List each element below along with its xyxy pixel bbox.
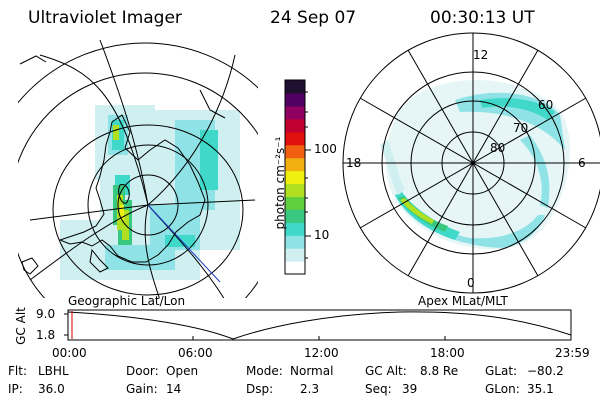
colorbar-segment — [285, 80, 305, 94]
mlat-label-70: 70 — [513, 121, 529, 135]
glon-label: GLon: — [485, 382, 520, 396]
strip-xtick-4: 23:59 — [555, 346, 590, 360]
instrument-title: Ultraviolet Imager — [28, 8, 182, 28]
mlat-label-60: 60 — [538, 98, 554, 112]
seq-value: 39 — [402, 382, 418, 396]
colorbar-segment — [285, 235, 305, 249]
colorbar-segment — [285, 105, 305, 120]
colorbar-label: photon cm⁻²s⁻¹ — [273, 136, 287, 230]
colorbar-segment — [285, 222, 305, 236]
colorbar-segment — [285, 118, 305, 133]
strip-ylabel: GC Alt — [13, 307, 28, 345]
strip-xtick-2: 12:00 — [304, 346, 339, 360]
altitude-strip-chart — [64, 309, 572, 341]
colorbar-segment — [285, 170, 305, 185]
gain-value: 14 — [166, 382, 182, 396]
seq-label: Seq: — [365, 382, 392, 396]
gcalt-label: GC Alt: — [365, 364, 407, 378]
time-label: 00:30:13 UT — [430, 8, 535, 28]
ip-label: IP: — [8, 382, 23, 396]
geographic-map — [18, 40, 258, 298]
colorbar-segment — [285, 209, 305, 223]
mode-label: Mode: — [246, 364, 283, 378]
strip-ticks — [64, 313, 446, 340]
colorbar-segment — [285, 157, 305, 172]
terminator-line — [147, 204, 221, 283]
colorbar-segment — [285, 183, 305, 197]
dsp-value: 2.3 — [300, 382, 320, 396]
colorbar-segment — [285, 248, 305, 262]
strip-xtick-3: 18:00 — [430, 346, 465, 360]
colorbar-tick-100: 100 — [314, 142, 337, 156]
door-value: Open — [166, 364, 199, 378]
colorbar — [284, 79, 311, 275]
door-label: Door: — [126, 364, 159, 378]
antarctica-coastline — [58, 114, 206, 263]
right-aurora-image — [380, 80, 571, 250]
right-panel-caption: Apex MLat/MLT — [418, 294, 508, 308]
colorbar-tick-10: 10 — [314, 228, 330, 242]
glat-label: GLat: — [485, 364, 518, 378]
left-panel-caption: Geographic Lat/Lon — [68, 294, 186, 308]
mlt-label-0: 0 — [467, 276, 475, 290]
strip-xtick-1: 06:00 — [178, 346, 213, 360]
strip-ytick-low: 1.8 — [36, 328, 56, 342]
colorbar-segment — [285, 196, 305, 210]
colorbar-segment — [285, 144, 305, 159]
glat-value: −80.2 — [527, 364, 564, 378]
colorbar-segment — [285, 131, 305, 146]
left-aurora-image — [60, 105, 240, 280]
colorbar-gradient — [285, 80, 305, 275]
colorbar-ticks — [305, 91, 311, 259]
mlat-label-80: 80 — [490, 141, 506, 155]
colorbar-segment — [285, 261, 305, 275]
flt-value: LBHL — [38, 364, 69, 378]
gcalt-value: 8.8 Re — [420, 364, 459, 378]
magnetic-polar-plot — [342, 32, 600, 294]
dsp-label: Dsp: — [246, 382, 274, 396]
flt-label: Flt: — [8, 364, 27, 378]
ip-value: 36.0 — [38, 382, 65, 396]
mlt-label-12: 12 — [473, 48, 489, 62]
altitude-curve — [67, 311, 572, 340]
polar-grid — [342, 32, 600, 294]
mlt-label-18: 18 — [346, 156, 362, 170]
strip-ytick-high: 9.0 — [36, 307, 56, 321]
glon-value: 35.1 — [527, 382, 554, 396]
mlt-label-6: 6 — [578, 156, 586, 170]
colorbar-segment — [285, 92, 305, 107]
strip-xtick-0: 00:00 — [52, 346, 87, 360]
mode-value: Normal — [290, 364, 334, 378]
date-label: 24 Sep 07 — [270, 8, 357, 28]
gain-label: Gain: — [126, 382, 158, 396]
